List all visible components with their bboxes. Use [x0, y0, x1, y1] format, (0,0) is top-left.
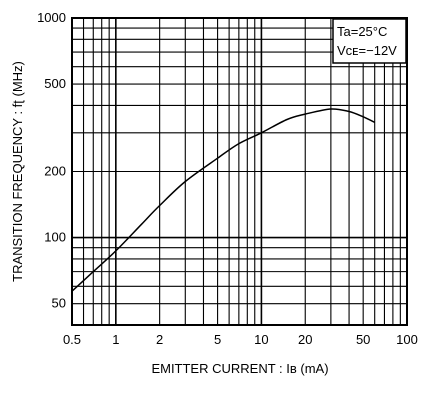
y-axis-label: TRANSITION FREQUENCY : fʈ (MHz): [10, 61, 25, 282]
x-tick-label: 1: [112, 332, 119, 347]
x-tick-label: 100: [396, 332, 418, 347]
legend-box: [332, 18, 407, 64]
y-tick-label: 500: [44, 76, 66, 91]
grid: [72, 18, 407, 325]
y-tick-label: 200: [44, 164, 66, 179]
x-tick-labels: 0.5 1 2 5 10 20 50 100: [63, 332, 418, 347]
y-tick-label: 50: [52, 296, 66, 311]
x-tick-label: 5: [214, 332, 221, 347]
x-tick-label: 0.5: [63, 332, 81, 347]
y-tick-label: 1000: [37, 10, 66, 25]
series-curve-group: [71, 108, 376, 292]
x-tick-label: 10: [254, 332, 268, 347]
plot-frame: [71, 17, 408, 326]
x-tick-label: 20: [298, 332, 312, 347]
legend-ta: Ta=25°C: [337, 24, 387, 39]
x-tick-label: 50: [356, 332, 370, 347]
x-tick-label: 2: [156, 332, 163, 347]
legend: Ta=25°C Vᴄᴇ=−12V: [332, 18, 407, 64]
y-tick-labels: 50 100 200 500 1000: [37, 10, 66, 311]
series-line: [71, 108, 376, 292]
y-tick-label: 100: [44, 230, 66, 245]
x-axis-label: EMITTER CURRENT : Iʙ (mA): [151, 361, 328, 376]
legend-vce: Vᴄᴇ=−12V: [337, 43, 397, 58]
